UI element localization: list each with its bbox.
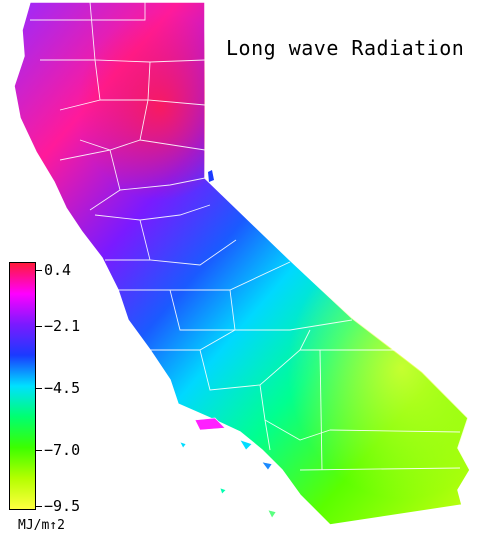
colorbar-tick-label: −9.5	[44, 497, 81, 515]
colorbar-tick	[36, 506, 42, 507]
colorbar-tick	[36, 270, 42, 271]
county-boundaries	[30, 1, 470, 471]
colorbar-tick-label: −7.0	[44, 441, 81, 459]
colorbar-gradient	[9, 262, 36, 510]
colorbar-tick	[36, 326, 42, 327]
colorbar-unit: MJ/m↑2	[18, 518, 65, 533]
colorbar-tick-label: −2.1	[44, 317, 81, 335]
colorbar-tick	[36, 388, 42, 389]
lake-tahoe	[208, 170, 214, 182]
map-title: Long wave Radiation	[226, 36, 465, 60]
colorbar-tick-label: −4.5	[44, 379, 81, 397]
colorbar-tick-label: 0.4	[44, 261, 72, 279]
channel-islands	[179, 417, 277, 519]
colorbar-tick	[36, 450, 42, 451]
